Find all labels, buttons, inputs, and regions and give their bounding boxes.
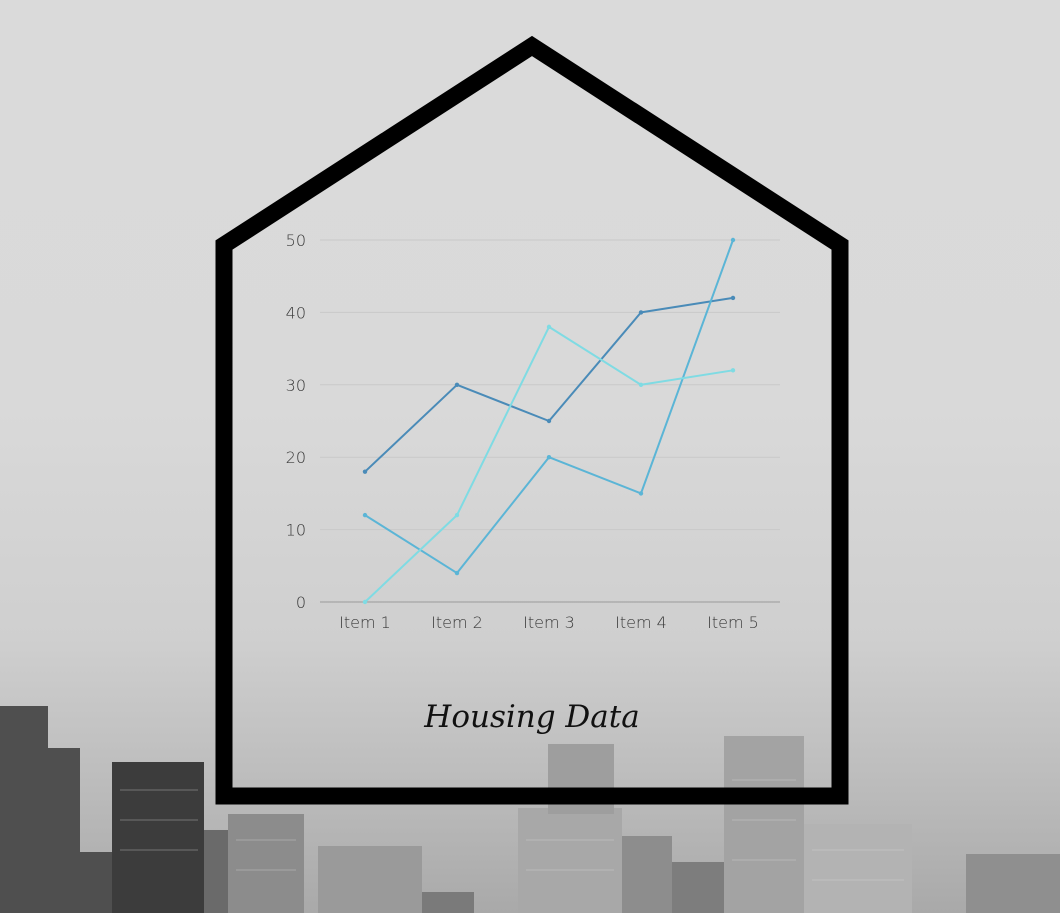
data-point — [362, 512, 368, 518]
data-point — [638, 382, 644, 387]
chart-title: Housing Data — [423, 699, 639, 735]
x-tick-label: Item 3 — [523, 613, 575, 632]
x-axis-ticks: Item 1 Item 2 Item 3 Item 4 Item 5 — [339, 613, 759, 632]
data-point — [362, 599, 368, 605]
data-point — [454, 512, 460, 518]
data-point — [546, 418, 552, 424]
series-line — [364, 239, 734, 575]
x-tick-label: Item 4 — [615, 613, 667, 632]
data-point — [638, 310, 644, 315]
y-tick-label: 50 — [286, 231, 306, 250]
y-tick-label: 30 — [286, 376, 306, 395]
y-axis-ticks: 0 10 20 30 40 50 — [286, 231, 306, 612]
y-tick-label: 10 — [286, 521, 306, 540]
x-tick-label: Item 2 — [431, 613, 483, 632]
data-point — [730, 237, 736, 243]
x-tick-label: Item 5 — [707, 613, 759, 632]
data-point — [454, 570, 460, 576]
y-tick-label: 40 — [286, 303, 306, 322]
data-point — [730, 368, 736, 373]
data-point — [454, 382, 460, 387]
data-point — [362, 469, 368, 474]
x-tick-label: Item 1 — [339, 613, 391, 632]
data-point — [638, 491, 644, 496]
data-point — [546, 324, 552, 330]
y-tick-label: 20 — [286, 448, 306, 467]
y-tick-label: 0 — [296, 593, 306, 612]
series-lines — [362, 237, 736, 605]
data-point — [546, 455, 552, 460]
data-point — [730, 295, 736, 301]
series-line — [364, 325, 734, 603]
house-outline-icon — [215, 35, 849, 805]
